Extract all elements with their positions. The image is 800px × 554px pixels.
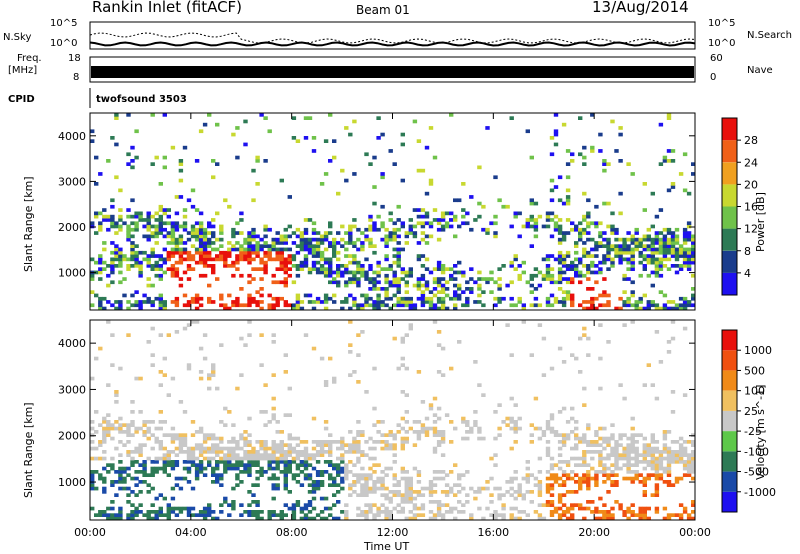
velocity-colorbar-swatch-6 — [722, 370, 737, 391]
velocity-colorbar-label-1: 500 — [744, 364, 765, 377]
power-colorbar-swatch-4 — [722, 184, 737, 207]
freq-nave-band — [91, 66, 694, 78]
power-colorbar-label-2: 20 — [744, 178, 758, 191]
velocity-colorbar-label-3: 25 — [744, 405, 758, 418]
power-colorbar-label-0: 28 — [744, 134, 758, 147]
nsearch-tick-top: 10^5 — [708, 18, 736, 29]
power-colorbar-label-4: 12 — [744, 223, 758, 236]
nsky-tick-top: 10^5 — [50, 18, 78, 29]
power-colorbar-label-3: 16 — [744, 201, 758, 214]
nsearch-trace — [89, 32, 696, 44]
velocity-colorbar-frame — [721, 329, 738, 513]
station-title: Rankin Inlet (fitACF) — [92, 0, 243, 16]
velocity-colorbar-swatch-2 — [722, 451, 737, 472]
velocity-ytick-label-3: 4000 — [58, 337, 86, 350]
velocity-colorbar-swatch-7 — [722, 350, 737, 371]
power-ytick-label-3: 4000 — [58, 130, 86, 143]
velocity-colorbar-swatch-1 — [722, 471, 737, 492]
freq-unit: [MHz] — [8, 65, 38, 76]
power-colorbar-swatch-6 — [722, 140, 737, 163]
power-colorbar-swatch-1 — [722, 250, 737, 273]
power-ytick-label-0: 1000 — [58, 267, 86, 280]
xaxis-title: Time UT — [364, 540, 410, 553]
cpid-value: twofsound 3503 — [96, 94, 187, 105]
xtick-label-1: 04:00 — [175, 526, 207, 539]
date-label: 13/Aug/2014 — [592, 0, 689, 16]
xtick-label-4: 16:00 — [477, 526, 509, 539]
velocity-colorbar-swatch-8 — [722, 330, 737, 351]
velocity-colorbar-swatch-3 — [722, 431, 737, 452]
power-colorbar-swatch-0 — [722, 272, 737, 295]
freq-label: Freq. — [17, 53, 42, 64]
velocity-ytick-label-1: 2000 — [58, 430, 86, 443]
power-colorbar-label-1: 24 — [744, 156, 758, 169]
power-colorbar-label-6: 4 — [744, 267, 751, 280]
xtick-label-0: 00:00 — [74, 526, 106, 539]
xtick-label-6: 00:00 — [679, 526, 711, 539]
velocity-ytick-label-0: 1000 — [58, 476, 86, 489]
velocity-colorbar-swatch-4 — [722, 410, 737, 432]
xtick-label-3: 12:00 — [377, 526, 409, 539]
nave-tick-top: 60 — [710, 53, 723, 64]
velocity-colorbar-swatch-0 — [722, 491, 737, 512]
velocity-colorbar-label-2: 100 — [744, 385, 765, 398]
nave-label: Nave — [747, 65, 773, 76]
freq-tick-bottom: 8 — [73, 72, 80, 83]
nave-tick-bottom: 0 — [710, 72, 717, 83]
power-ytick-label-1: 2000 — [58, 221, 86, 234]
velocity-colorbar-label-4: -25 — [744, 425, 762, 438]
velocity-colorbar-label-6: -500 — [744, 466, 769, 479]
beam-label: Beam 01 — [356, 3, 410, 17]
freq-tick-top: 18 — [68, 53, 81, 64]
nsearch-label: N.Search — [747, 30, 793, 41]
power-colorbar-swatch-3 — [722, 206, 737, 229]
noise-panel-frame — [89, 21, 696, 50]
power-colorbar-label-5: 8 — [744, 245, 751, 258]
nsearch-tick-bottom: 10^0 — [708, 38, 736, 49]
power-colorbar-swatch-7 — [722, 118, 737, 141]
power-colorbar-swatch-2 — [722, 228, 737, 251]
xtick-label-5: 20:00 — [578, 526, 610, 539]
nsky-label: N.Sky — [3, 32, 32, 43]
power-colorbar-swatch-5 — [722, 162, 737, 185]
cpid-label: CPID — [8, 94, 35, 105]
velocity-colorbar-label-7: -1000 — [744, 486, 776, 499]
velocity-colorbar-label-5: -100 — [744, 445, 769, 458]
nsky-tick-bottom: 10^0 — [50, 38, 78, 49]
velocity-colorbar-swatch-5 — [722, 390, 737, 411]
velocity-colorbar-label-0: 1000 — [744, 344, 772, 357]
nsky-trace — [89, 41, 696, 47]
power-ytick-label-2: 3000 — [58, 175, 86, 188]
xtick-label-2: 08:00 — [276, 526, 308, 539]
velocity-ytick-label-2: 3000 — [58, 383, 86, 396]
freq-panel-frame — [89, 56, 696, 83]
